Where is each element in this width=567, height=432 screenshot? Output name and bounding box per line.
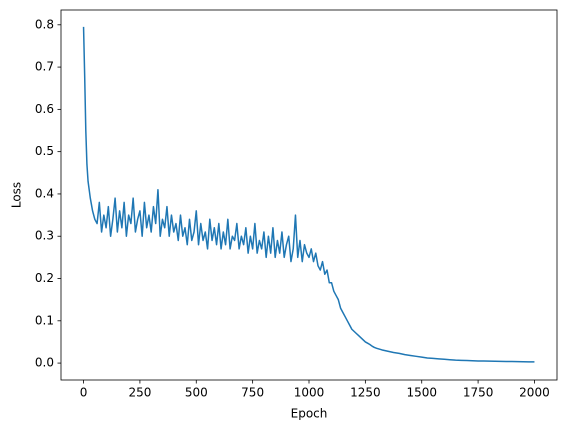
x-tick-label: 1500 [406, 386, 437, 400]
y-tick-label: 0.3 [35, 229, 54, 243]
x-tick-label: 2000 [519, 386, 550, 400]
y-tick-label: 0.7 [35, 60, 54, 74]
loss-line [82, 26, 535, 363]
x-tick-label: 500 [185, 386, 208, 400]
y-tick-label: 0.4 [35, 186, 54, 200]
x-tick-label: 1000 [294, 386, 325, 400]
x-tick-label: 0 [80, 386, 88, 400]
x-axis-label: Epoch [291, 407, 328, 421]
x-tick-label: 1750 [463, 386, 494, 400]
y-tick-label: 0.8 [35, 17, 54, 31]
plot-frame [60, 9, 558, 381]
x-tick-label: 750 [241, 386, 264, 400]
y-tick-label: 0.1 [35, 313, 54, 327]
y-tick-label: 0.0 [35, 356, 54, 370]
y-axis-label: Loss [10, 182, 24, 208]
x-tick-label: 1250 [350, 386, 381, 400]
y-tick-label: 0.6 [35, 102, 54, 116]
x-tick-label: 250 [128, 386, 151, 400]
y-tick-label: 0.2 [35, 271, 54, 285]
y-tick-label: 0.5 [35, 144, 54, 158]
